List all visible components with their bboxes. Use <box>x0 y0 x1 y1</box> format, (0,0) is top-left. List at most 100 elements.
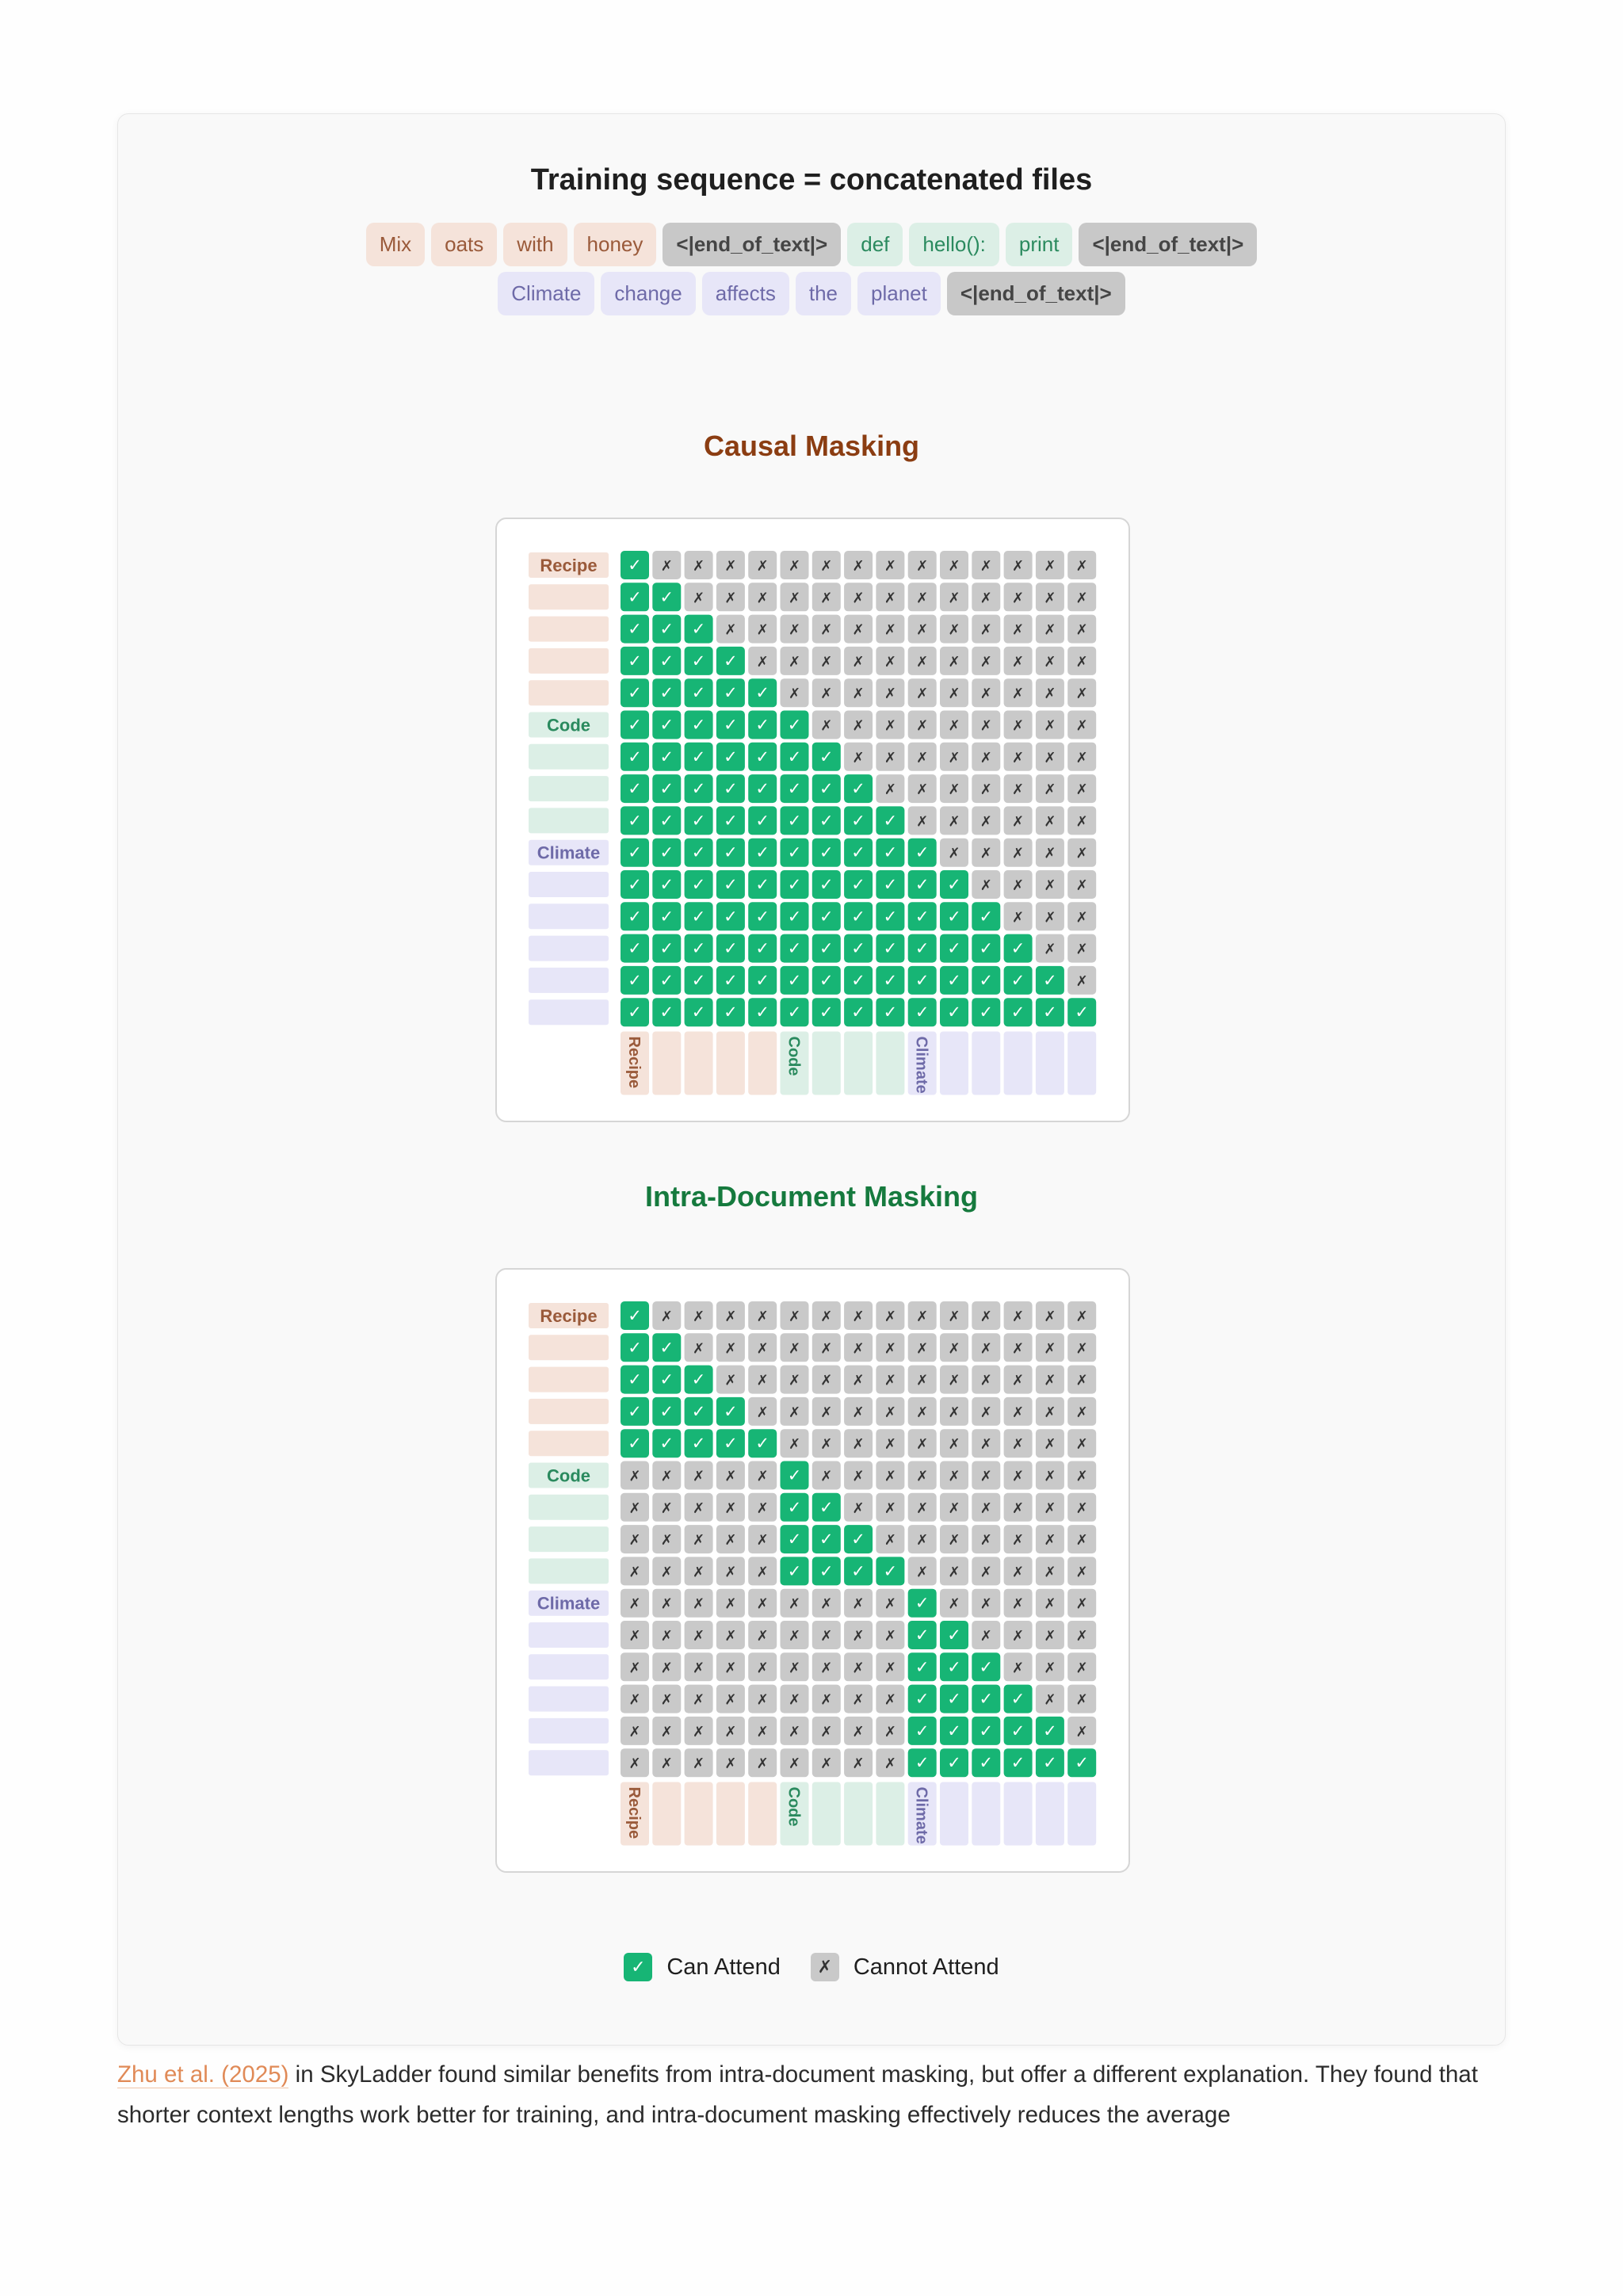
row-label-code <box>529 1462 609 1488</box>
cross-icon: ✗ <box>724 1500 736 1517</box>
token-climate: affects <box>701 272 789 315</box>
citation-link[interactable]: Zhu et al. (2025) <box>117 2061 289 2088</box>
cell-cannot-attend <box>1035 1396 1064 1426</box>
col-label-text-climate: Climate <box>913 1037 930 1094</box>
cross-icon: ✗ <box>1012 1404 1024 1421</box>
cell-can-attend <box>1035 998 1064 1027</box>
cell-cannot-attend <box>684 583 713 612</box>
cell-cannot-attend <box>972 583 1001 612</box>
cross-icon: ✗ <box>693 1724 705 1740</box>
cross-icon: ✗ <box>980 622 992 639</box>
cross-icon: ✗ <box>853 1500 865 1517</box>
cross-icon: ✗ <box>724 1692 736 1709</box>
cell-cannot-attend <box>812 1333 841 1362</box>
check-icon: ✓ <box>659 779 674 798</box>
cross-icon: ✗ <box>884 686 896 702</box>
cross-icon: ✗ <box>661 1532 673 1549</box>
cross-icon: ✗ <box>1044 1500 1056 1517</box>
cell-cannot-attend <box>1003 1365 1033 1394</box>
cell-cannot-attend <box>972 1525 1001 1554</box>
cell-cannot-attend <box>716 1716 745 1745</box>
cell-can-attend <box>684 1365 713 1394</box>
cross-icon: ✗ <box>980 750 992 766</box>
cross-icon: ✗ <box>980 877 992 894</box>
cross-icon: ✗ <box>1076 1532 1088 1549</box>
cell-cannot-attend <box>972 838 1001 867</box>
row-label-text-code: Code <box>547 716 590 735</box>
cross-icon: ✗ <box>628 1692 640 1709</box>
cross-icon: ✗ <box>916 1340 928 1357</box>
cross-icon: ✗ <box>884 1660 896 1676</box>
cell-cannot-attend <box>907 551 937 579</box>
cell-can-attend <box>684 965 713 995</box>
cell-can-attend <box>1067 998 1097 1027</box>
cell-cannot-attend <box>1067 1396 1097 1426</box>
cross-icon: ✗ <box>1044 750 1056 766</box>
cell-cannot-attend <box>1067 551 1097 579</box>
cell-cannot-attend <box>1035 742 1064 771</box>
cell-can-attend <box>812 902 841 931</box>
token-climate: the <box>795 272 852 315</box>
cross-icon: ✗ <box>853 1660 865 1676</box>
check-icon: ✓ <box>947 907 961 926</box>
cell-can-attend <box>621 614 649 644</box>
cross-icon: ✗ <box>853 1692 865 1709</box>
cell-cannot-attend <box>780 614 809 644</box>
cell-cannot-attend <box>621 1588 649 1618</box>
cross-icon: ✗ <box>980 1596 992 1613</box>
cross-icon: ✗ <box>789 654 800 670</box>
check-icon: ✓ <box>1043 971 1057 990</box>
cell-cannot-attend <box>972 710 1001 739</box>
cross-icon: ✗ <box>1044 622 1056 639</box>
cell-cannot-attend <box>876 1588 905 1618</box>
check-icon: ✓ <box>1075 1003 1089 1022</box>
cell-cannot-attend <box>1003 870 1033 899</box>
cross-icon: ✗ <box>948 686 960 702</box>
cross-icon: ✗ <box>757 1660 769 1676</box>
check-icon: ✓ <box>788 843 802 862</box>
cell-cannot-attend <box>907 1429 937 1458</box>
cell-cannot-attend <box>716 614 745 644</box>
check-icon: ✓ <box>724 1402 738 1421</box>
cell-cannot-attend <box>748 551 777 579</box>
col-label-recipe <box>684 1031 713 1095</box>
cell-can-attend <box>684 710 713 739</box>
cross-icon: ✗ <box>980 654 992 670</box>
cross-icon: ✗ <box>980 1404 992 1421</box>
cell-can-attend <box>812 1557 841 1586</box>
cell-can-attend <box>652 998 682 1027</box>
cell-cannot-attend <box>1067 710 1097 739</box>
cross-icon: ✗ <box>853 558 865 575</box>
cross-icon: ✗ <box>1044 1564 1056 1580</box>
check-icon: ✓ <box>915 843 930 862</box>
cell-cannot-attend <box>1003 1429 1033 1458</box>
cell-cannot-attend <box>940 1429 968 1458</box>
check-icon: ✓ <box>755 843 769 862</box>
cell-can-attend <box>940 870 968 899</box>
cross-icon: ✗ <box>884 622 896 639</box>
cell-can-attend <box>716 742 745 771</box>
cross-icon: ✗ <box>853 686 865 702</box>
cell-cannot-attend <box>1067 1301 1097 1330</box>
col-label-recipe <box>652 1782 682 1846</box>
cross-icon: ✗ <box>1044 1404 1056 1421</box>
cell-can-attend <box>621 1301 649 1330</box>
cell-can-attend <box>940 902 968 931</box>
cross-icon: ✗ <box>1076 846 1088 862</box>
check-icon: ✓ <box>692 1370 706 1389</box>
check-icon: ✓ <box>755 875 769 894</box>
cross-icon: ✗ <box>884 1500 896 1517</box>
check-icon: ✓ <box>947 1657 961 1676</box>
cross-icon: ✗ <box>789 590 800 606</box>
check-icon: ✓ <box>692 651 706 670</box>
cross-icon: ✗ <box>948 1500 960 1517</box>
cell-cannot-attend <box>940 551 968 579</box>
cross-icon: ✗ <box>916 654 928 670</box>
cell-cannot-attend <box>972 1301 1001 1330</box>
cell-cannot-attend <box>1035 1557 1064 1586</box>
cross-icon: ✗ <box>820 686 832 702</box>
cell-cannot-attend <box>972 1429 1001 1458</box>
legend-cannot-attend: ✗ Cannot Attend <box>810 1953 999 1981</box>
check-icon: ✓ <box>724 716 738 735</box>
cross-icon: ✗ <box>948 813 960 830</box>
